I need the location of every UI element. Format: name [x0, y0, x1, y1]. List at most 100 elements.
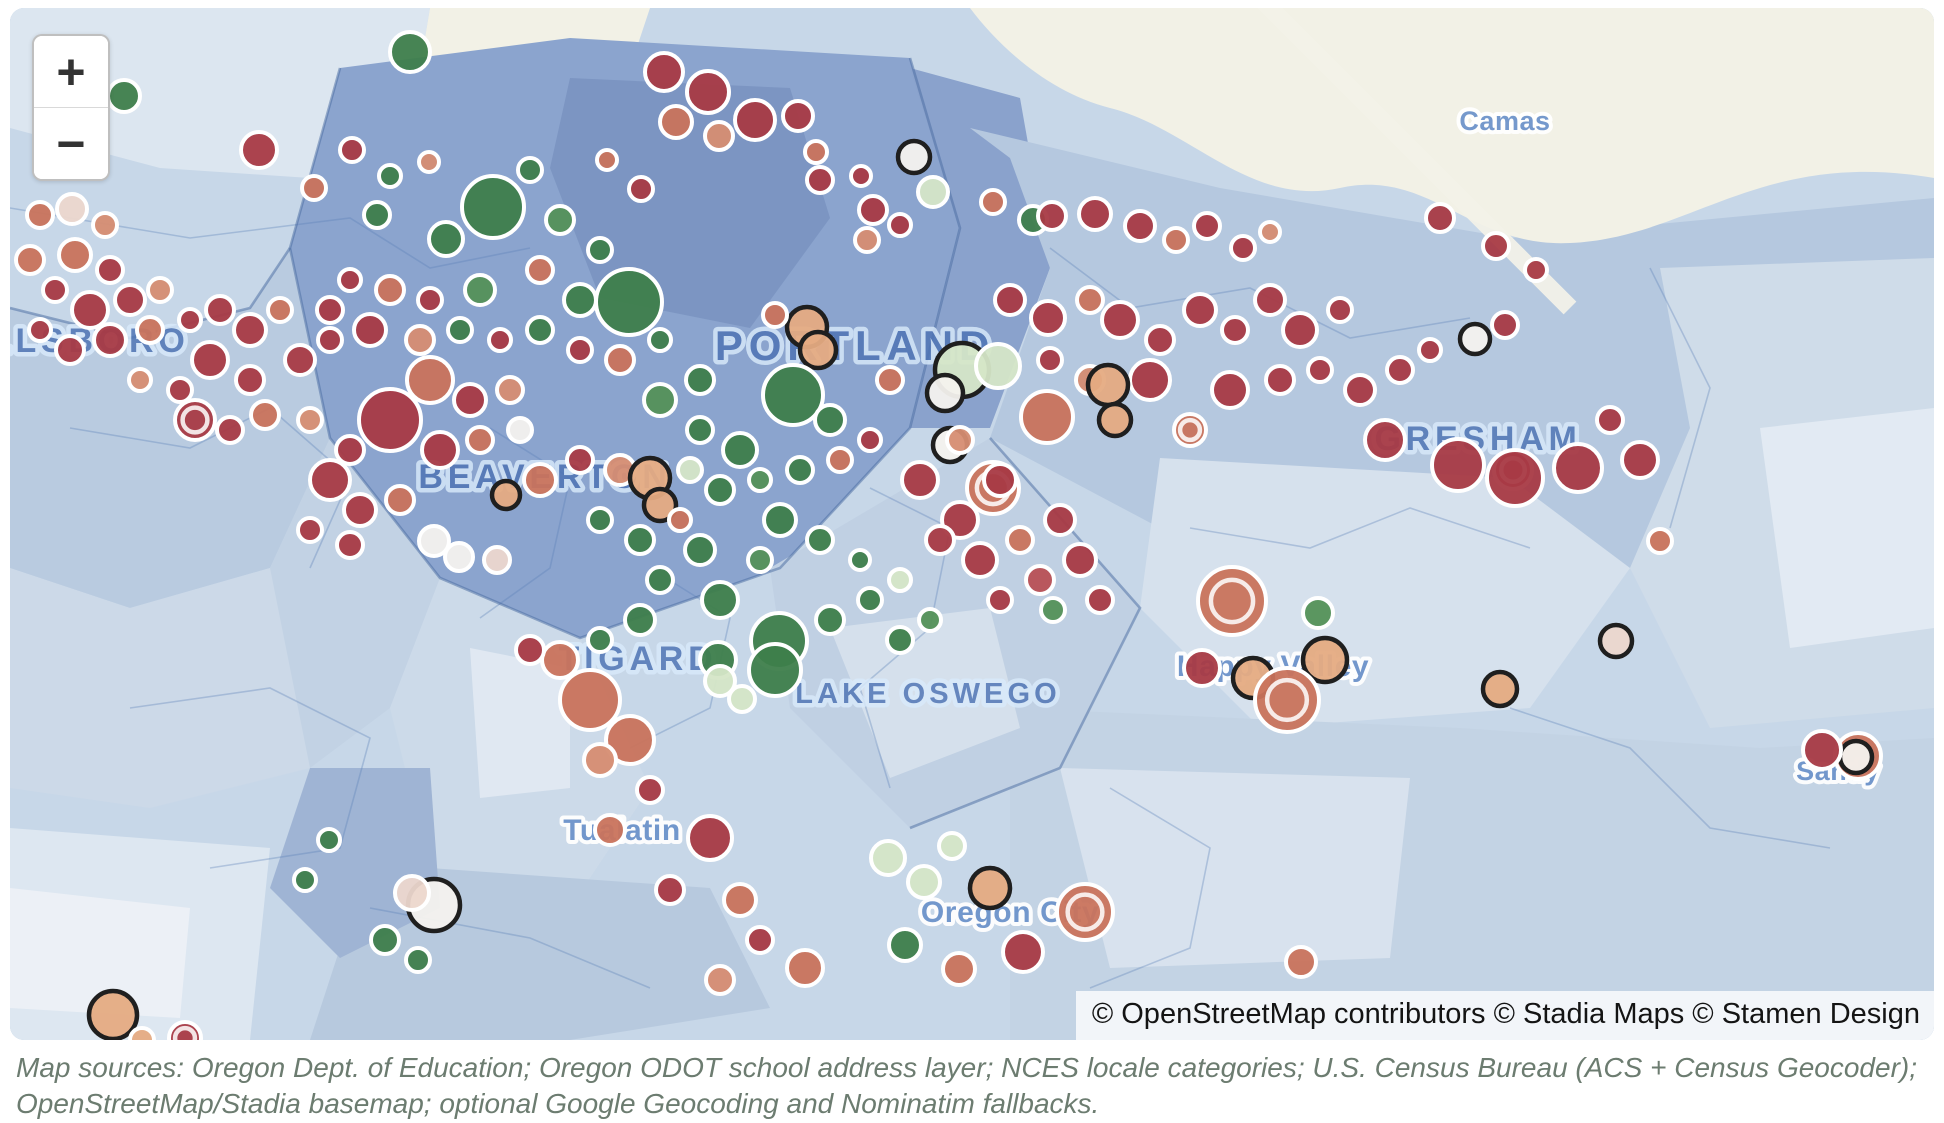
- school-marker[interactable]: [667, 507, 693, 533]
- school-marker[interactable]: [803, 139, 829, 165]
- map-attribution[interactable]: © OpenStreetMap contributors © Stadia Ma…: [1075, 991, 1934, 1040]
- school-marker[interactable]: [761, 301, 789, 329]
- school-marker[interactable]: [1523, 257, 1549, 283]
- school-marker[interactable]: [25, 200, 55, 230]
- school-marker[interactable]: [683, 533, 717, 567]
- school-marker[interactable]: [215, 415, 245, 445]
- school-marker[interactable]: [1039, 596, 1067, 624]
- school-marker[interactable]: [1036, 200, 1068, 232]
- school-marker[interactable]: [522, 462, 558, 498]
- school-marker[interactable]: [1281, 311, 1319, 349]
- school-marker[interactable]: [55, 192, 89, 226]
- school-marker[interactable]: [405, 355, 455, 405]
- school-marker[interactable]: [785, 455, 815, 485]
- school-marker[interactable]: [70, 290, 110, 330]
- school-marker[interactable]: [1001, 930, 1045, 974]
- school-marker[interactable]: [384, 484, 416, 516]
- school-marker[interactable]: [1300, 635, 1350, 685]
- school-marker[interactable]: [377, 163, 403, 189]
- school-marker[interactable]: [814, 604, 846, 636]
- school-marker[interactable]: [1481, 231, 1511, 261]
- school-marker[interactable]: [1595, 405, 1625, 435]
- school-marker[interactable]: [647, 327, 673, 353]
- school-marker[interactable]: [658, 104, 694, 140]
- school-marker[interactable]: [704, 964, 736, 996]
- school-marker[interactable]: [14, 244, 46, 276]
- school-marker[interactable]: [676, 456, 704, 484]
- school-marker[interactable]: [857, 194, 889, 226]
- school-marker[interactable]: [460, 174, 526, 240]
- school-marker[interactable]: [334, 434, 366, 466]
- school-marker[interactable]: [416, 286, 444, 314]
- school-marker[interactable]: [906, 864, 942, 900]
- school-marker[interactable]: [586, 236, 614, 264]
- school-marker[interactable]: [404, 324, 436, 356]
- school-marker[interactable]: [482, 545, 512, 575]
- school-marker[interactable]: [446, 316, 474, 344]
- school-marker[interactable]: [1229, 234, 1257, 262]
- school-marker[interactable]: [1552, 442, 1604, 494]
- school-marker[interactable]: [623, 603, 657, 637]
- school-marker[interactable]: [1162, 226, 1190, 254]
- school-marker[interactable]: [1210, 370, 1250, 410]
- school-marker[interactable]: [506, 416, 534, 444]
- school-marker[interactable]: [762, 502, 798, 538]
- school-marker[interactable]: [427, 220, 465, 258]
- school-marker[interactable]: [57, 237, 93, 273]
- school-marker[interactable]: [848, 548, 872, 572]
- school-marker[interactable]: [1424, 202, 1456, 234]
- school-marker[interactable]: [685, 415, 715, 445]
- school-marker[interactable]: [1220, 315, 1250, 345]
- school-marker[interactable]: [296, 516, 324, 544]
- school-marker[interactable]: [357, 387, 423, 453]
- school-marker[interactable]: [887, 212, 913, 238]
- school-marker[interactable]: [1123, 209, 1157, 243]
- school-marker[interactable]: [979, 188, 1007, 216]
- school-marker[interactable]: [1036, 346, 1064, 374]
- school-marker[interactable]: [41, 276, 69, 304]
- school-marker[interactable]: [292, 867, 318, 893]
- school-marker[interactable]: [853, 226, 881, 254]
- school-marker[interactable]: [558, 668, 622, 732]
- school-marker[interactable]: [1192, 211, 1222, 241]
- school-marker[interactable]: [727, 684, 757, 714]
- school-marker[interactable]: [525, 315, 555, 345]
- school-marker[interactable]: [443, 541, 475, 573]
- school-marker[interactable]: [1306, 356, 1334, 384]
- school-marker[interactable]: [1264, 364, 1296, 396]
- school-marker[interactable]: [128, 1026, 156, 1040]
- school-marker[interactable]: [586, 506, 614, 534]
- school-marker[interactable]: [686, 814, 734, 862]
- school-marker[interactable]: [369, 924, 401, 956]
- school-marker[interactable]: [266, 296, 294, 324]
- school-marker[interactable]: [875, 365, 905, 395]
- school-marker[interactable]: [487, 327, 513, 353]
- school-marker[interactable]: [593, 813, 627, 847]
- school-marker[interactable]: [594, 267, 664, 337]
- school-marker[interactable]: [1029, 299, 1067, 337]
- school-marker[interactable]: [974, 342, 1022, 390]
- school-marker[interactable]: [544, 204, 576, 236]
- school-marker[interactable]: [857, 427, 883, 453]
- school-marker[interactable]: [300, 174, 328, 202]
- school-marker[interactable]: [127, 367, 153, 393]
- school-marker[interactable]: [338, 136, 366, 164]
- school-marker[interactable]: [420, 430, 460, 470]
- school-marker[interactable]: [733, 98, 777, 142]
- school-marker[interactable]: [924, 372, 966, 414]
- school-marker[interactable]: [900, 460, 940, 500]
- school-marker[interactable]: [316, 827, 342, 853]
- school-marker[interactable]: [514, 634, 546, 666]
- school-marker[interactable]: [700, 580, 740, 620]
- school-marker[interactable]: [1646, 527, 1674, 555]
- school-marker[interactable]: [895, 138, 933, 176]
- school-marker[interactable]: [747, 467, 773, 493]
- school-marker[interactable]: [586, 626, 614, 654]
- school-marker[interactable]: [463, 273, 497, 307]
- school-marker[interactable]: [92, 322, 128, 358]
- school-marker[interactable]: [540, 640, 580, 680]
- school-marker[interactable]: [1253, 666, 1321, 734]
- school-marker[interactable]: [562, 282, 598, 318]
- school-marker[interactable]: [1196, 565, 1268, 637]
- school-marker[interactable]: [703, 664, 737, 698]
